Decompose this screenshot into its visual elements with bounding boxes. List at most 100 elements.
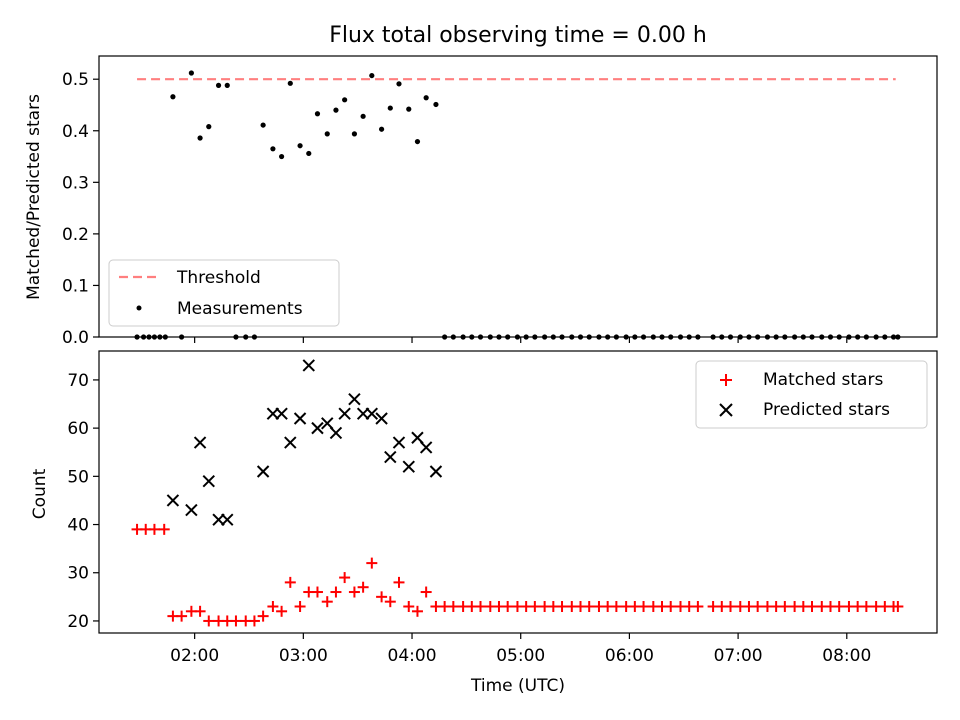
bottom-panel: Count Time (UTC) 20 30 40 50 60 70 02:00 03:00 0… <box>30 350 938 696</box>
measurement-point <box>224 82 230 88</box>
measurement-point <box>278 153 285 160</box>
matched-star-marker <box>692 600 704 612</box>
matched-star-marker <box>638 600 650 612</box>
measurement-point <box>333 107 339 113</box>
x-tick-label: 03:00 <box>279 646 328 666</box>
predicted-star-marker <box>193 436 207 449</box>
predicted-star-marker <box>365 407 379 420</box>
top-y-tick-label: 0.0 <box>62 328 89 348</box>
matched-star-marker <box>384 596 396 608</box>
bottom-y-tick-label: 70 <box>67 371 89 391</box>
predicted-star-marker <box>411 431 424 444</box>
bottom-y-tick-label: 60 <box>67 419 89 439</box>
x-tick-label: 04:00 <box>388 646 437 666</box>
matched-star-marker <box>230 615 242 627</box>
matched-star-marker <box>556 600 568 612</box>
measurement-point <box>378 126 385 132</box>
predicted-star-marker <box>321 417 334 430</box>
matched-star-marker <box>294 600 306 612</box>
matched-legend-label: Matched stars <box>763 370 883 390</box>
measurement-point <box>170 94 176 100</box>
top-plot-frame <box>98 55 938 338</box>
bottom-axis-ticks: 20 30 40 50 60 70 02:00 03:00 04:00 05:00 06:00 07:… <box>67 371 871 666</box>
top-legend: Threshold Measurements <box>108 259 340 327</box>
x-tick-label: 08:00 <box>822 646 871 666</box>
matched-star-marker <box>311 586 323 598</box>
top-y-axis-label: Matched/Predicted stars <box>24 94 44 300</box>
matched-star-marker <box>339 572 351 584</box>
matched-star-marker <box>393 576 405 588</box>
predicted-star-marker <box>338 407 351 420</box>
matched-star-marker <box>502 600 514 612</box>
predicted-star-marker <box>275 407 288 420</box>
bottom-plot-frame <box>98 350 938 634</box>
matched-star-marker <box>610 600 622 612</box>
measurement-point <box>297 143 303 149</box>
chart-title: Flux total observing time = 0.00 h <box>329 23 707 48</box>
measurement-point <box>433 101 439 108</box>
matched-star-marker <box>194 605 206 617</box>
top-y-tick-label: 0.2 <box>62 225 89 245</box>
predicted-star-marker <box>311 421 324 435</box>
x-axis-label: Time (UTC) <box>470 676 565 696</box>
predicted-legend-swatch <box>719 403 733 417</box>
predicted-star-marker <box>185 503 198 517</box>
bottom-y-tick-label: 50 <box>67 467 89 487</box>
matched-star-marker <box>176 610 188 622</box>
matched-star-marker <box>860 600 872 612</box>
measurement-point <box>324 131 330 137</box>
predicted-star-marker <box>284 436 297 449</box>
matched-star-marker <box>724 600 736 612</box>
bottom-y-tick-label: 30 <box>67 564 89 584</box>
matched-star-marker <box>475 600 487 612</box>
predicted-legend-label: Predicted stars <box>763 400 890 420</box>
matched-star-marker <box>752 600 764 612</box>
matched-star-marker <box>376 591 388 603</box>
matched-star-marker <box>403 600 415 612</box>
measurement-point <box>215 82 222 88</box>
measurement-point <box>270 146 276 152</box>
x-tick-label: 05:00 <box>496 646 545 666</box>
predicted-star-marker <box>348 392 361 406</box>
predicted-stars-series <box>166 359 443 526</box>
predicted-star-marker <box>375 412 388 425</box>
measurement-point <box>414 138 421 145</box>
matched-star-marker <box>366 557 378 569</box>
measurement-point <box>314 111 321 117</box>
matched-star-marker <box>276 605 288 617</box>
measurement-point <box>260 122 266 128</box>
measurement-point <box>197 135 203 141</box>
x-tick-label: 02:00 <box>170 646 219 666</box>
measurement-point <box>396 81 402 87</box>
top-y-tick-label: 0.1 <box>62 276 89 296</box>
measurement-point <box>369 72 375 79</box>
top-legend-box <box>108 259 340 327</box>
measurements-legend-swatch <box>136 305 142 311</box>
measurement-point <box>306 150 312 157</box>
measurement-point <box>423 95 429 101</box>
top-axis-ticks: 0.0 0.1 0.2 0.3 0.4 0.5 <box>62 70 848 348</box>
matched-star-marker <box>267 600 279 612</box>
matched-star-marker <box>420 586 432 598</box>
predicted-star-marker <box>202 474 215 488</box>
top-panel: Flux total observing time = 0.00 h Match… <box>24 23 938 348</box>
matched-star-marker <box>665 600 677 612</box>
measurement-point <box>188 70 194 76</box>
measurement-point <box>351 131 358 137</box>
predicted-star-marker <box>221 513 234 526</box>
predicted-star-marker <box>384 450 397 464</box>
predicted-star-marker <box>166 494 180 507</box>
x-tick-label: 07:00 <box>714 646 763 666</box>
measurement-point <box>342 97 348 103</box>
predicted-star-marker <box>429 465 443 478</box>
matched-star-marker <box>284 576 296 588</box>
top-y-tick-label: 0.4 <box>62 122 89 142</box>
top-y-tick-label: 0.5 <box>62 70 89 90</box>
bottom-y-axis-label: Count <box>30 468 50 519</box>
matched-star-marker <box>779 600 791 612</box>
threshold-legend-label: Threshold <box>176 268 261 288</box>
measurement-point <box>406 106 412 112</box>
matched-stars-series <box>131 523 904 627</box>
predicted-star-marker <box>256 465 270 478</box>
matched-star-marker <box>892 600 904 612</box>
